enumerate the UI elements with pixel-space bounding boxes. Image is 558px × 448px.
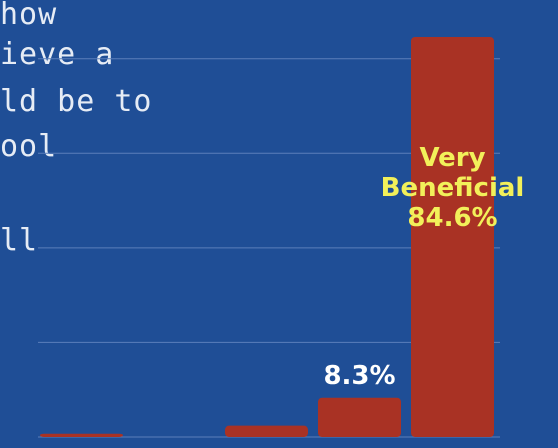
value-label-bar-3: 8.3%: [323, 361, 395, 391]
question-line-6: ll: [0, 223, 39, 258]
bar-2: [225, 425, 308, 437]
category-label-line-2: Beneficial: [381, 173, 525, 203]
question-line-1: how: [0, 0, 58, 32]
question-line-4: ool: [0, 129, 58, 164]
value-label-bar-4: 84.6%: [407, 203, 497, 233]
question-line-3: ld be to: [0, 84, 153, 119]
bar-3: [318, 397, 401, 437]
bar-4: [411, 36, 494, 437]
category-label-line-1: Very: [419, 143, 485, 173]
question-line-2: ieve a: [0, 37, 115, 72]
bar-1: [40, 433, 123, 437]
